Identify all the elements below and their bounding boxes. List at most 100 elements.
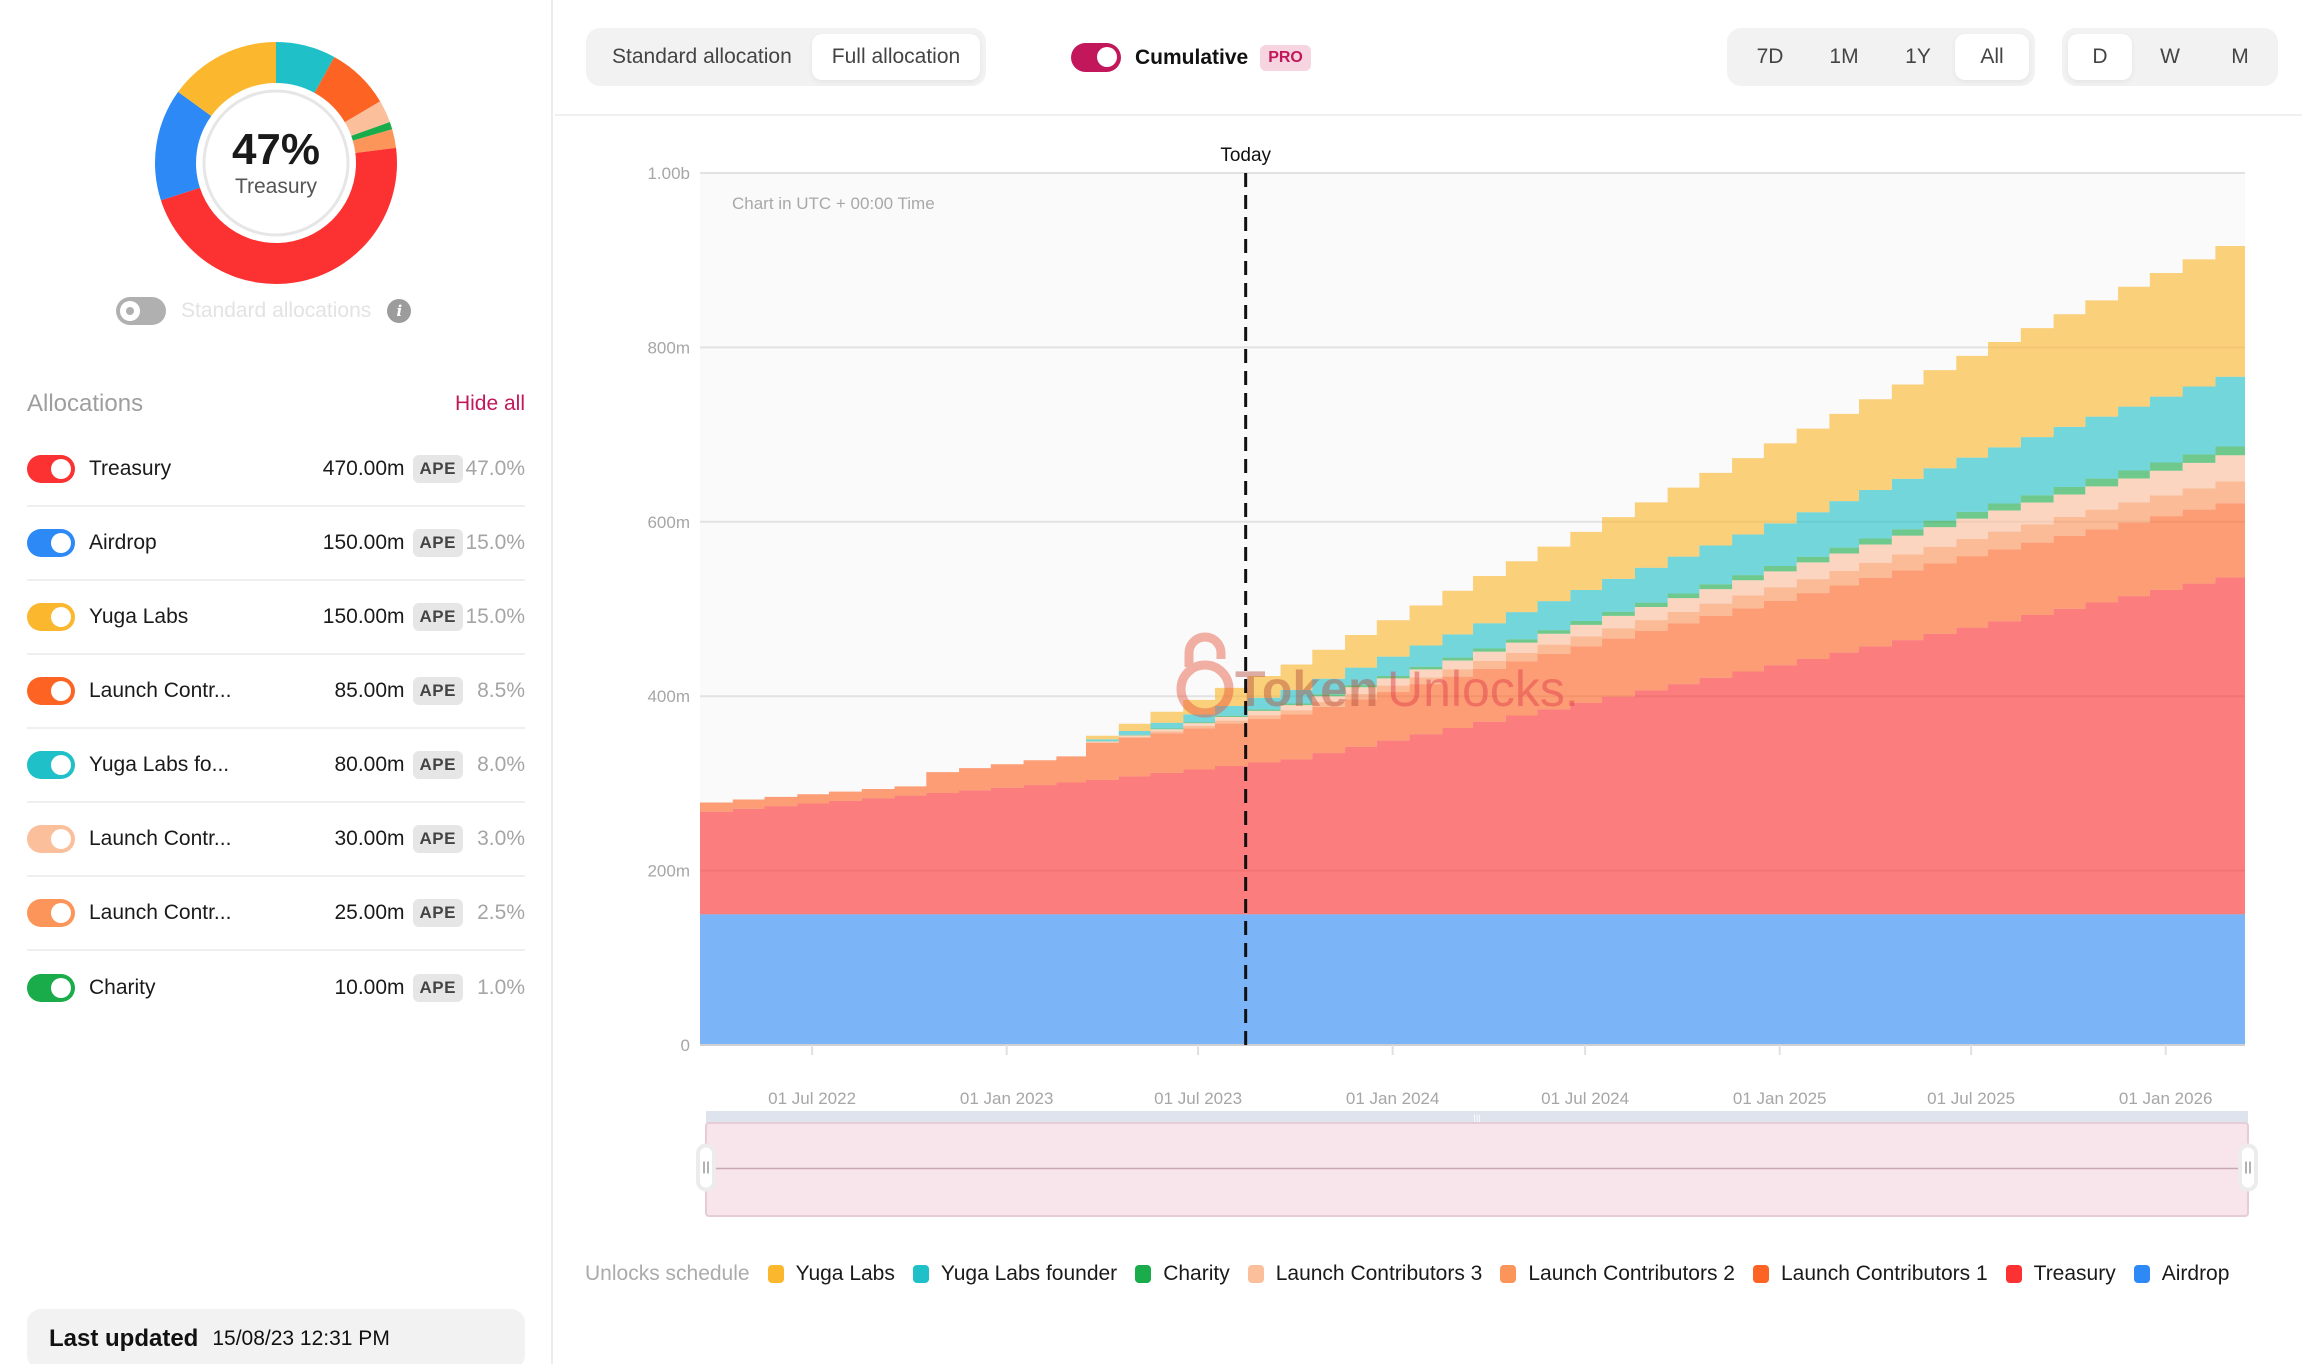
allocation-row: Yuga Labs fo... 80.00m APE 8.0% <box>27 729 525 803</box>
tab-standard-allocation[interactable]: Standard allocation <box>612 45 792 68</box>
chart-legend: Unlocks schedule Yuga Labs Yuga Labs foun… <box>585 1258 2285 1290</box>
watermark-lock-shackle <box>1184 632 1226 667</box>
series-area-launch-contributors-1[interactable] <box>700 430 2245 812</box>
allocation-amount: 25.00m <box>334 901 405 924</box>
y-tick-label: 600m <box>647 513 690 532</box>
standard-allocations-row: Standard allocations i <box>116 296 412 326</box>
time-range-segmented-control: 7D 1M 1Y All <box>1727 28 2035 86</box>
token-badge: APE <box>412 677 463 705</box>
token-badge: APE <box>412 899 463 927</box>
toggle-knob <box>51 829 71 849</box>
unlock-schedule-chart[interactable]: 0 200m 400m 600m 800m 1.00b Chart in UTC + 00:… <box>555 118 2302 1248</box>
allocation-toggle[interactable] <box>27 825 75 853</box>
today-label: Today <box>1220 145 1271 166</box>
toggle-knob <box>120 301 140 321</box>
allocation-amount: 470.00m <box>322 457 405 480</box>
tab-full-allocation[interactable]: Full allocation <box>811 34 981 80</box>
navigator-range[interactable] <box>705 1122 2249 1217</box>
navigator-scrollbar-grip[interactable]: ||| <box>1473 1113 1480 1123</box>
navigator-left-handle[interactable] <box>696 1143 716 1192</box>
allocation-amount: 30.00m <box>334 827 405 850</box>
watermark-lock-icon <box>1176 660 1234 718</box>
navigator-right-handle[interactable] <box>2238 1143 2258 1192</box>
legend-swatch <box>2133 1265 2150 1283</box>
legend-item[interactable]: Charity <box>1135 1258 1230 1290</box>
info-icon[interactable]: i <box>387 299 412 323</box>
donut-slice[interactable] <box>314 56 381 123</box>
token-badge: APE <box>412 825 463 853</box>
x-tick-label: 01 Jul 2024 <box>1541 1089 1629 1108</box>
donut-slice[interactable] <box>344 101 390 136</box>
legend-swatch <box>912 1265 929 1283</box>
last-updated-label: Last updated <box>49 1325 199 1352</box>
cumulative-toggle[interactable] <box>1071 43 1121 72</box>
donut-slice[interactable] <box>178 42 276 116</box>
granularity-d[interactable]: D <box>2068 34 2132 80</box>
hide-all-button[interactable]: Hide all <box>454 392 525 415</box>
allocation-row: Launch Contr... 85.00m APE 8.5% <box>27 655 525 729</box>
x-tick-label: 01 Jul 2025 <box>1927 1089 2015 1108</box>
allocation-name: Airdrop <box>89 531 157 554</box>
legend-item[interactable]: Treasury <box>2005 1258 2116 1290</box>
allocation-percent: 1.0% <box>477 976 525 999</box>
allocation-amount: 10.00m <box>334 976 405 999</box>
legend-item[interactable]: Airdrop <box>2133 1258 2229 1290</box>
allocation-toggle[interactable] <box>27 677 75 705</box>
donut-slice[interactable] <box>351 122 393 141</box>
allocation-toggle[interactable] <box>27 455 75 483</box>
legend-item[interactable]: Launch Contributors 3 <box>1247 1258 1482 1290</box>
legend-item[interactable]: Launch Contributors 2 <box>1500 1258 1735 1290</box>
allocation-toggle[interactable] <box>27 751 75 779</box>
allocation-row: Yuga Labs 150.00m APE 15.0% <box>27 581 525 655</box>
series-area-treasury[interactable] <box>700 504 2245 915</box>
allocation-toggle[interactable] <box>27 529 75 557</box>
allocation-toggle[interactable] <box>27 603 75 631</box>
token-badge: APE <box>412 974 463 1002</box>
donut-percent: 47% <box>231 125 321 174</box>
allocation-row: Launch Contr... 30.00m APE 3.0% <box>27 803 525 877</box>
legend-label: Launch Contributors 2 <box>1528 1262 1735 1285</box>
standard-allocations-toggle[interactable] <box>116 297 166 325</box>
allocation-row: Launch Contr... 25.00m APE 2.5% <box>27 877 525 951</box>
legend-item[interactable]: Yuga Labs founder <box>912 1258 1117 1290</box>
x-tick-label: 01 Jan 2025 <box>1733 1089 1827 1108</box>
series-area-airdrop[interactable] <box>700 914 2245 1045</box>
token-badge: APE <box>412 529 463 557</box>
donut-slice[interactable] <box>160 147 397 285</box>
range-all[interactable]: All <box>1955 34 2029 80</box>
granularity-m[interactable]: M <box>2231 45 2249 68</box>
y-tick-label: 0 <box>681 1036 690 1055</box>
range-1m[interactable]: 1M <box>1829 45 1859 68</box>
legend-swatch <box>767 1265 784 1283</box>
allocation-toggle[interactable] <box>27 974 75 1002</box>
allocation-name: Yuga Labs <box>89 605 189 628</box>
handle-body <box>2238 1143 2258 1192</box>
toggle-knob <box>51 607 71 627</box>
range-7d[interactable]: 7D <box>1756 45 1784 68</box>
donut-slice[interactable] <box>352 129 397 153</box>
allocation-name: Launch Contr... <box>89 679 232 702</box>
allocation-toggle[interactable] <box>27 899 75 927</box>
standard-allocations-label: Standard allocations <box>181 299 372 322</box>
range-1y[interactable]: 1Y <box>1905 45 1931 68</box>
navigator-scrollbar[interactable] <box>706 1111 2248 1123</box>
toggle-knob <box>51 681 71 701</box>
allocations-title: Allocations <box>27 390 144 417</box>
allocation-percent: 15.0% <box>465 605 525 628</box>
x-tick-label: 01 Jan 2026 <box>2119 1089 2213 1108</box>
legend-swatch <box>2005 1265 2022 1283</box>
legend-label: Launch Contributors 1 <box>1781 1262 1988 1285</box>
legend-item[interactable]: Launch Contributors 1 <box>1753 1258 1988 1290</box>
donut-inner-ring <box>202 89 350 237</box>
legend-item[interactable]: Yuga Labs <box>767 1258 895 1290</box>
token-badge: APE <box>412 603 463 631</box>
donut-slice[interactable] <box>155 91 212 201</box>
donut-slice[interactable] <box>276 42 335 93</box>
donut-center: 47% Treasury <box>153 40 399 286</box>
toggle-knob <box>51 903 71 923</box>
allocation-percent: 3.0% <box>477 827 525 850</box>
y-tick-label: 1.00b <box>647 164 690 183</box>
legend-swatch <box>1753 1265 1769 1283</box>
allocation-donut-chart: 47% Treasury <box>153 40 399 286</box>
granularity-w[interactable]: W <box>2160 45 2180 68</box>
